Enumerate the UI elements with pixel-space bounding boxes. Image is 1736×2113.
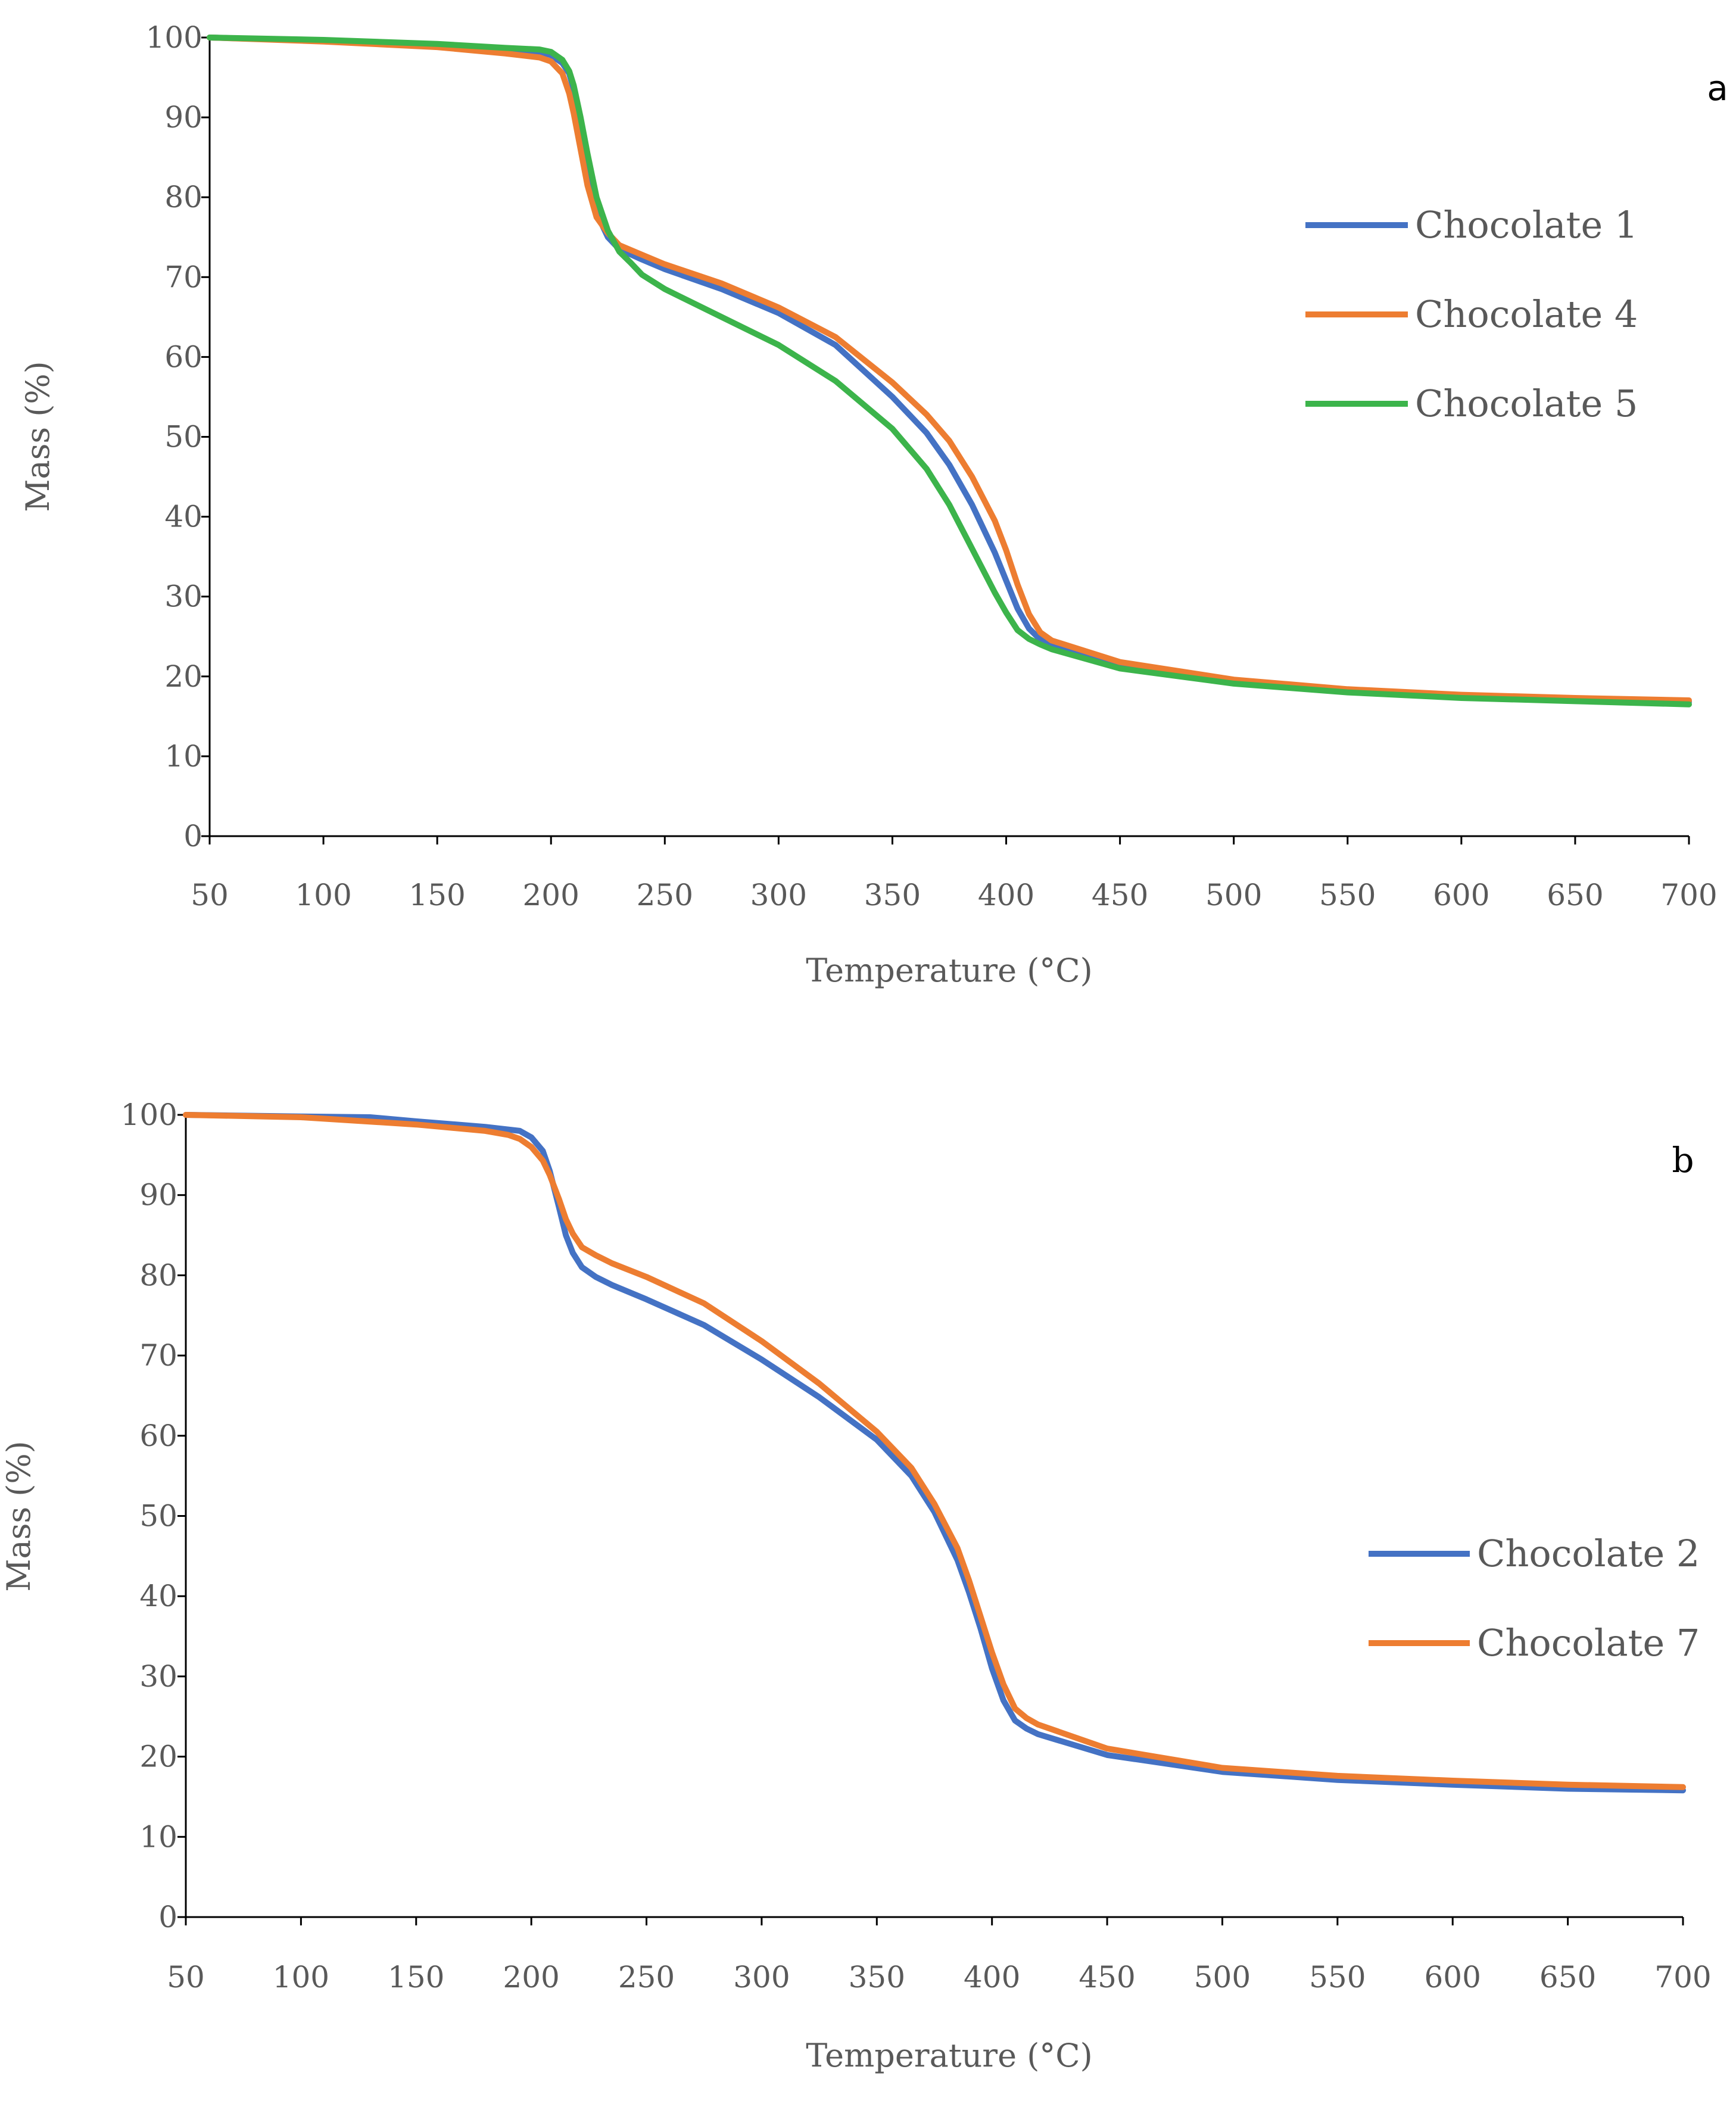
x-axis-title: Temperature (°C) [806,952,1092,989]
y-tick-label: 60 [164,339,202,374]
x-tick-label: 250 [618,1960,675,1994]
x-tick-label: 400 [964,1960,1020,1994]
y-tick-label: 70 [139,1338,177,1373]
legend-label: Chocolate 1 [1415,203,1638,247]
series-line-chocolate-7 [183,1112,1686,1790]
y-axis-title: Mass (%) [19,361,57,512]
series-line-chocolate-1 [207,35,1692,705]
panel-label: b [1672,1140,1694,1180]
x-tick-label: 650 [1547,878,1603,912]
panel-label: a [1707,68,1728,108]
y-tick-label: 80 [164,180,202,214]
x-tick-label: 300 [750,878,807,912]
x-tick-label: 700 [1660,878,1717,912]
y-tick-label: 100 [146,20,202,55]
x-tick-label: 100 [295,878,351,912]
x-tick-label: 50 [167,1960,205,1994]
x-tick-label: 550 [1309,1960,1366,1994]
x-tick-label: 200 [523,878,579,912]
y-tick-label: 70 [164,260,202,294]
x-tick-label: 200 [503,1960,559,1994]
series-line-chocolate-5 [207,35,1692,708]
y-tick-label: 80 [139,1258,177,1292]
x-tick-label: 150 [388,1960,444,1994]
x-tick-label: 300 [733,1960,790,1994]
x-tick-label: 350 [849,1960,905,1994]
x-tick-label: 50 [191,878,229,912]
y-tick-label: 10 [164,739,202,774]
legend-label: Chocolate 2 [1477,1532,1700,1575]
y-tick-label: 10 [139,1819,177,1854]
x-tick-label: 150 [409,878,465,912]
legend: Chocolate 2 Chocolate 7 [1369,1532,1700,1665]
x-tick-label: 600 [1433,878,1489,912]
chart-panel-b: 0 10 20 30 40 50 60 70 80 90 100 50 100 150 200 250 300 3… [0,1098,1712,2074]
y-tick-label: 90 [164,100,202,135]
x-axis-title: Temperature (°C) [806,2037,1092,2074]
y-tick-label: 20 [139,1740,177,1774]
x-tick-label: 550 [1319,878,1376,912]
y-axis-title: Mass (%) [0,1441,38,1592]
x-tick-label: 450 [1092,878,1148,912]
legend-label: Chocolate 4 [1415,292,1638,336]
y-tick-label: 40 [139,1579,177,1613]
y-tick-label: 30 [164,579,202,614]
y-tick-label: 0 [158,1900,177,1934]
x-tick-label: 400 [978,878,1034,912]
y-tick-label: 0 [183,819,202,853]
y-tick-label: 20 [164,659,202,694]
x-tick-label: 350 [864,878,921,912]
x-tick-label: 700 [1654,1960,1711,1994]
x-tick-label: 600 [1425,1960,1481,1994]
y-tick-label: 50 [139,1499,177,1534]
legend-label: Chocolate 7 [1477,1621,1700,1665]
y-tick-label: 90 [139,1178,177,1213]
x-tick-label: 450 [1079,1960,1135,1994]
legend: Chocolate 1 Chocolate 4 Chocolate 5 [1305,203,1638,425]
series-line-chocolate-2 [183,1112,1686,1794]
y-tick-label: 50 [164,420,202,454]
chart-panel-a: 0 10 20 30 40 50 60 70 80 90 100 50 100 150 200 250 300 3… [19,20,1728,989]
legend-label: Chocolate 5 [1415,382,1638,425]
y-tick-label: 100 [121,1098,177,1132]
x-tick-label: 650 [1539,1960,1596,1994]
x-tick-label: 100 [273,1960,329,1994]
series-line-chocolate-4 [207,35,1692,703]
x-tick-label: 250 [637,878,693,912]
y-tick-label: 60 [139,1419,177,1453]
y-tick-label: 30 [139,1659,177,1694]
x-tick-label: 500 [1205,878,1262,912]
y-tick-label: 40 [164,500,202,534]
x-tick-label: 500 [1194,1960,1251,1994]
